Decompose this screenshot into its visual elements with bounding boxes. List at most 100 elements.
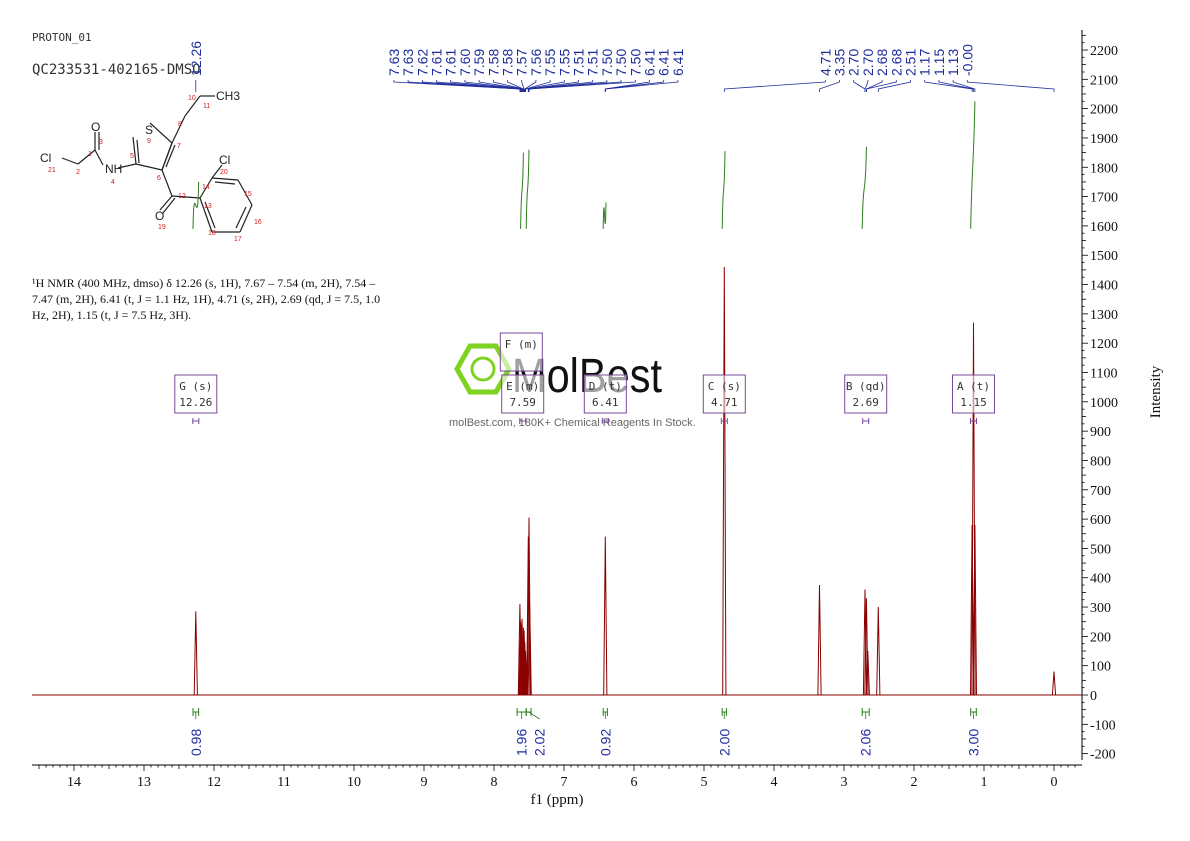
atom-number: 1 [88,151,92,158]
atom-label: NH [105,162,122,176]
atom-number: 12 [178,193,186,200]
watermark: MolBest molBest.com, 180K+ Chemical Reag… [449,343,696,429]
peak-label: 7.56 [528,49,544,76]
y-tick-label: 300 [1090,601,1111,616]
atom-number: 20 [220,169,228,176]
multiplet-frame [174,374,218,414]
spectrum-peak [970,524,975,696]
y-tick-label: 800 [1090,454,1111,469]
peak-label-connector [521,80,525,92]
peak-label-connector [421,80,521,92]
atom-number: 6 [157,175,161,182]
multiplet-type: F (m) [505,338,538,351]
spectrum-peak [522,642,527,696]
integral-value: 2.00 [716,729,732,756]
x-tick-label: 8 [491,775,498,790]
x-tick-label: 2 [911,775,918,790]
peak-label: 7.50 [613,49,629,76]
peak-label-connector [527,80,594,92]
y-tick-label: 400 [1090,572,1111,587]
atom-number: 10 [188,95,196,102]
integral-curve [602,202,607,229]
multiplet-shift: 12.26 [179,396,212,409]
integral-value: 0.92 [597,729,613,756]
peak-label-connector [450,80,522,92]
peak-label: 1.17 [917,49,933,76]
peak-label: 6.41 [656,49,672,76]
integral-value: 1.96 [514,729,530,756]
y-tick-label: 1100 [1090,367,1117,382]
multiplet-frame [844,374,888,414]
multiplet-shift: 7.59 [509,396,536,409]
y-tick-label: 2200 [1090,44,1118,59]
peak-label: 7.50 [627,49,643,76]
multiplet-box: C (s) 4.71 [702,374,746,424]
atom-label: S [145,123,153,137]
sample-name: QC233531-402165-DMSO [32,62,201,78]
peak-label: 2.68 [874,49,890,76]
multiplet-shift: 4.71 [711,396,738,409]
peak-label-connector [966,80,1055,92]
atom-number: 7 [177,143,181,150]
y-tick-label: 500 [1090,542,1111,557]
spectrum-peak [527,607,532,696]
y-tick-label: 600 [1090,513,1111,528]
peak-label-connector [723,80,826,92]
peak-label-connector [604,80,679,92]
spectrum-peak [1051,671,1057,696]
integral-curve [861,146,867,229]
multiplet-shift: 2.69 [852,396,879,409]
peak-label: 1.13 [945,49,961,76]
y-tick-label: 1500 [1090,249,1118,264]
atom-label: Cl [40,151,51,165]
atom-number: 18 [208,230,216,237]
logo-ring-icon [470,356,496,382]
peak-label-connector [866,80,897,92]
atom-number: 19 [158,224,166,231]
y-tick-label: 1400 [1090,279,1118,294]
atom-label: Cl [219,153,230,167]
multiplet-frame [501,374,545,414]
y-tick-label: 1700 [1090,191,1118,206]
multiplet-frame [583,374,627,414]
y-tick-label: 2000 [1090,103,1118,118]
peak-label: 2.51 [903,49,919,76]
spectrum-peak [876,607,881,696]
x-tick-label: 0 [1051,775,1058,790]
peak-label-connector [525,80,565,92]
peak-label: 2.68 [888,49,904,76]
peak-label-connector [938,80,974,92]
multiplet-box: A (t) 1.15 [952,374,995,424]
x-tick-label: 4 [771,775,778,790]
y-tick-label: -200 [1090,748,1116,763]
y-tick-label: 1000 [1090,396,1118,411]
peak-label: 7.51 [571,49,587,76]
multiplet-type: A (t) [957,380,990,393]
peak-label-connector [528,80,636,92]
atom-number: 13 [204,203,212,210]
spectrum-peak [817,585,822,696]
y-tick-label: 200 [1090,630,1111,645]
y-tick-label: 700 [1090,484,1111,499]
atom-number: 21 [48,167,56,174]
integral-curve [721,151,726,229]
peak-label-connector [507,80,524,92]
atom-number: 17 [234,236,242,243]
peak-label: 4.71 [817,49,833,76]
summary-line: Hz, 2H), 1.15 (t, J = 7.5 Hz, 3H). [32,308,191,322]
atom-number: 4 [111,179,115,186]
peak-label: 2.70 [846,49,862,76]
peak-label-connector [478,80,524,92]
multiplet-box: B (qd) 2.69 [844,374,888,424]
multiplet-box: E (m) 7.59 [501,374,545,424]
peak-label: 6.41 [670,49,686,76]
peak-label: 7.62 [414,49,430,76]
x-tick-label: 7 [561,775,568,790]
multiplet-frame [702,374,746,414]
integral-curve [192,181,200,229]
multiplet-type: D (t) [589,380,622,393]
multiplet-type: G (s) [179,380,212,393]
integral-curve [970,101,976,229]
x-tick-label: 5 [701,775,708,790]
